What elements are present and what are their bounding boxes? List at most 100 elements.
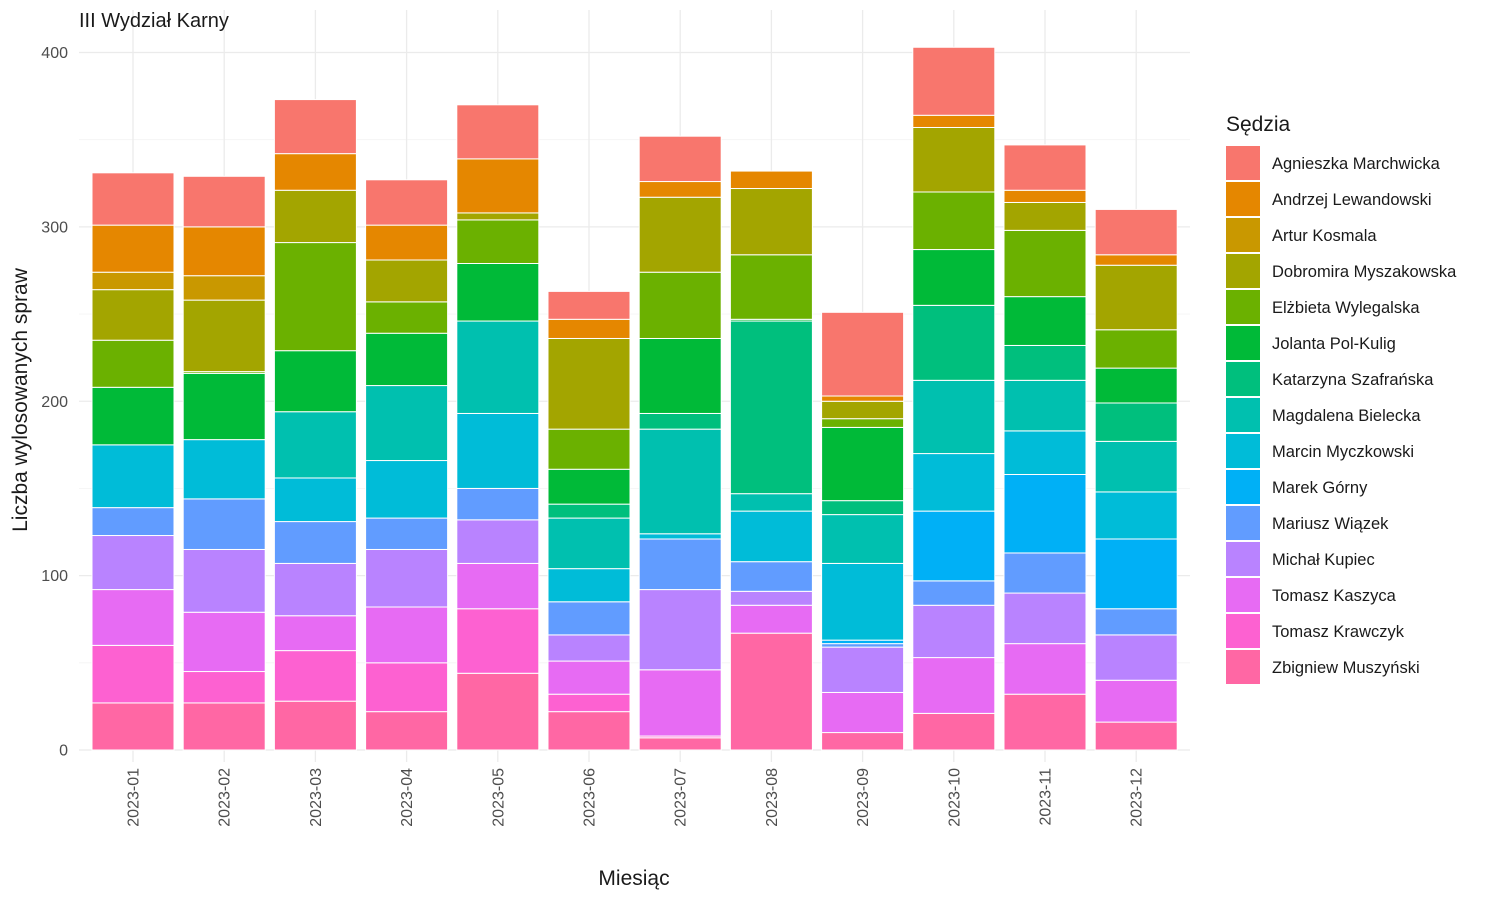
bar-segment [91,507,175,537]
legend-label: Magdalena Bielecka [1272,407,1421,425]
legend-key [1226,650,1260,684]
bar-segment [912,114,996,128]
bar-segment [821,395,905,402]
bar-segment [365,259,449,303]
legend-key [1226,218,1260,252]
bar-segment [273,153,357,191]
legend-key [1226,434,1260,468]
bar-segment [912,580,996,606]
bar-segment [638,538,722,591]
bar-segment [365,606,449,664]
bar-segment [365,711,449,751]
bar-segment [1003,592,1087,645]
legend-key [1226,146,1260,180]
bar-segment [547,693,631,713]
bar-segment [638,271,722,339]
y-tick-label: 200 [41,394,68,411]
bar-segment [365,517,449,550]
bar-segment [547,634,631,662]
bar-segment [365,332,449,387]
bar-segment [547,290,631,320]
bar-segment [729,604,813,634]
bar-segment [365,224,449,261]
bar-segment [365,662,449,713]
bar-segment [91,271,175,291]
bar-segment [456,562,540,610]
bar-segment [456,608,540,674]
legend-key [1226,542,1260,576]
bar-segment [638,428,722,535]
x-tick-label: 2023-02 [217,768,234,827]
bar-segment [912,126,996,193]
legend-label: Marcin Myczkowski [1272,443,1414,461]
bar-segment [912,510,996,582]
legend-key [1226,470,1260,504]
bar-segment [456,487,540,521]
legend: Sędzia Agnieszka Marchwicka Andrzej Lewan… [1226,113,1457,684]
legend-label: Zbigniew Muszyński [1272,659,1420,677]
bar-segment [182,548,266,613]
x-tick-label: 2023-05 [490,768,507,827]
bar-segment [1094,367,1178,404]
bar-segment [912,46,996,116]
bar-segment [547,517,631,570]
bar-segment [638,669,722,737]
bar-segment [821,639,905,645]
x-tick-label: 2023-03 [308,768,325,827]
bar-segment [182,498,266,550]
bar-segment [273,411,357,479]
legend-key [1226,506,1260,540]
bar-segment [456,212,540,221]
bar-segment [1003,144,1087,191]
bar-segment [912,712,996,751]
bar-segment [638,181,722,198]
bar-segment [1003,201,1087,231]
legend-label: Andrzej Lewandowski [1272,191,1432,209]
bar-segment [729,320,813,495]
legend-label: Dobromira Myszakowska [1272,263,1457,281]
bar-segment [638,135,722,183]
bar-segment [912,379,996,455]
legend-label: Katarzyna Szafrańska [1272,371,1434,389]
axes: 0 100 200 300 400 2023-01 2023-02 2023-03 2023-0… [41,45,1145,827]
bar-segment [182,226,266,277]
x-tick-label: 2023-09 [855,768,872,827]
bar-segment [91,224,175,273]
bar-segment [91,589,175,646]
bar-segment [1094,329,1178,369]
bar-segment [1003,430,1087,475]
bar-segment [1094,491,1178,540]
bar-segment [365,179,449,226]
legend-key [1226,398,1260,432]
bar-segment [547,601,631,636]
x-tick-label: 2023-04 [399,768,416,827]
bar-segment [547,428,631,470]
bar-segment [821,400,905,420]
legend-key [1226,182,1260,216]
bar-segment [547,503,631,519]
bar-segment [547,468,631,505]
y-tick-label: 400 [41,45,68,62]
bar-segment [273,562,357,617]
bar-segment [821,514,905,564]
bar-segment [729,632,813,751]
legend-label: Agnieszka Marchwicka [1272,155,1441,173]
legend-key [1226,614,1260,648]
bar-segment [91,702,175,751]
bar-segment [547,711,631,751]
bar-segment [821,562,905,641]
bar-segment [638,337,722,414]
bar-segment [273,99,357,155]
legend-label: Michał Kupiec [1272,551,1375,569]
bar-segment [821,691,905,734]
x-tick-label: 2023-07 [673,768,690,827]
bar-segment [456,320,540,414]
bar-segment [729,170,813,190]
legend-key [1226,578,1260,612]
bar-segment [273,242,357,352]
bar-segment [365,301,449,334]
x-tick-label: 2023-08 [764,768,781,827]
bar-segment [182,175,266,228]
bar-segment [821,418,905,428]
